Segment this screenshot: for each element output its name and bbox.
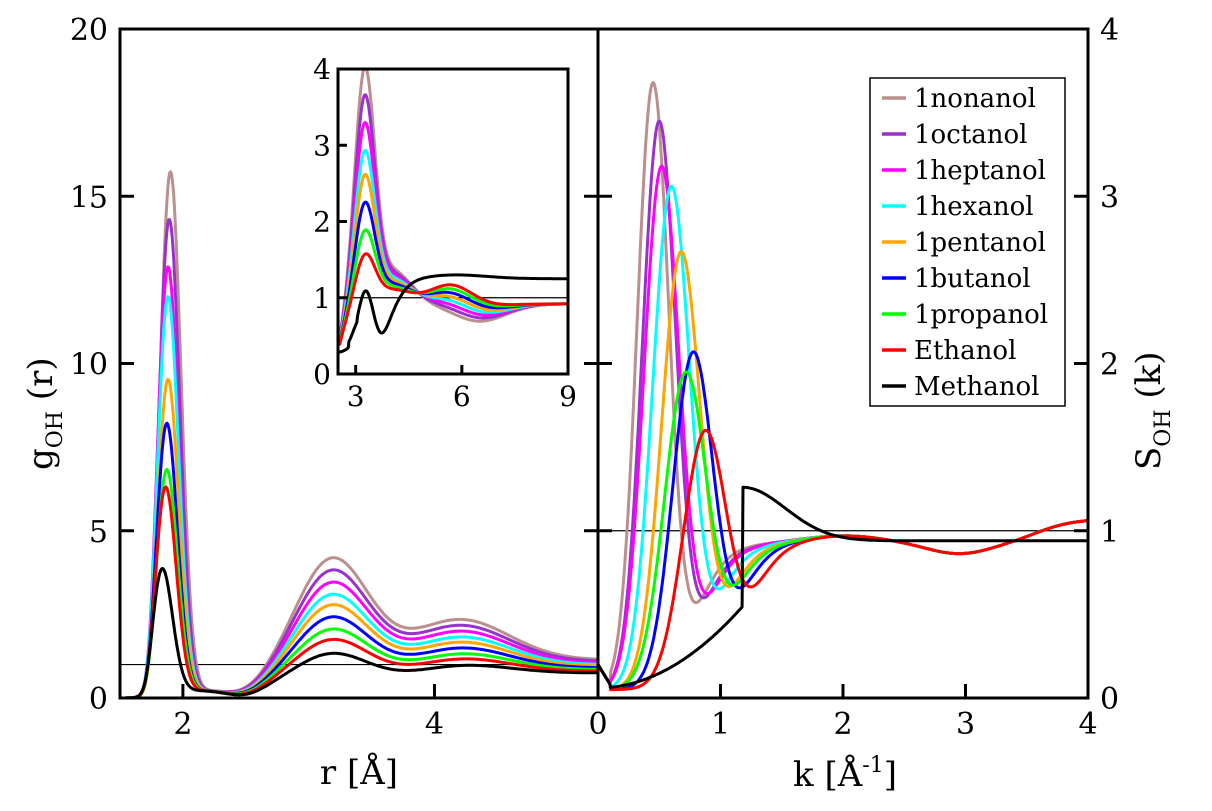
x-tick-label: 0 (588, 707, 607, 742)
inset-y-tick-label: 3 (313, 129, 331, 162)
y-tick-label: 0 (1100, 682, 1119, 717)
series-line-ethanol (596, 428, 1090, 692)
x-tick-label: 2 (173, 707, 192, 742)
legend-label: 1propanol (914, 300, 1048, 330)
legend-label: 1heptanol (914, 156, 1046, 186)
inset-y-tick-label: 0 (313, 358, 331, 391)
y-axis-label: SOH (k) (1129, 352, 1176, 470)
inset-x-tick-label: 9 (559, 380, 577, 413)
inset-x-tick-label: 3 (347, 380, 365, 413)
legend-label: 1nonanol (914, 84, 1036, 114)
legend-label: 1octanol (914, 120, 1027, 150)
series-line-methanol (124, 567, 600, 700)
legend-label: 1butanol (914, 264, 1031, 294)
inset-y-tick-label: 2 (313, 206, 331, 239)
inset-x-tick-label: 6 (453, 380, 471, 413)
x-tick-label: 2 (833, 707, 852, 742)
x-axis-label: r [Å] (320, 752, 398, 793)
y-tick-label: 0 (89, 682, 108, 717)
series-line-ethanol (338, 252, 570, 346)
x-tick-label: 3 (956, 707, 975, 742)
x-axis-label: k [Å-1] (793, 753, 897, 795)
y-axis-label: gOH (r) (21, 357, 68, 470)
legend-label: Methanol (914, 372, 1039, 402)
y-tick-label: 1 (1100, 515, 1119, 550)
series-line-methanol (596, 485, 1090, 689)
y-tick-label: 4 (1100, 13, 1119, 48)
inset-panel: 0 1 2 3 4 3 6 9 (313, 53, 577, 413)
y-tick-label: 5 (89, 515, 108, 550)
y-tick-label: 3 (1100, 180, 1119, 215)
x-tick-label: 1 (711, 707, 730, 742)
x-tick-label: 4 (1078, 707, 1097, 742)
legend-label: Ethanol (914, 336, 1016, 366)
legend-label: 1pentanol (914, 228, 1046, 258)
y-tick-label: 2 (1100, 348, 1119, 383)
y-tick-label: 10 (70, 348, 108, 383)
legend-label: 1hexanol (914, 192, 1034, 222)
inset-y-tick-label: 4 (313, 53, 331, 86)
x-tick-label: 4 (425, 707, 444, 742)
y-tick-label: 20 (70, 13, 108, 48)
legend: 1nonanol 1octanol 1heptanol 1hexanol 1pentan… (869, 77, 1066, 407)
inset-y-tick-label: 1 (313, 282, 331, 315)
series-line-methanol (338, 273, 570, 354)
y-tick-label: 15 (70, 180, 108, 215)
